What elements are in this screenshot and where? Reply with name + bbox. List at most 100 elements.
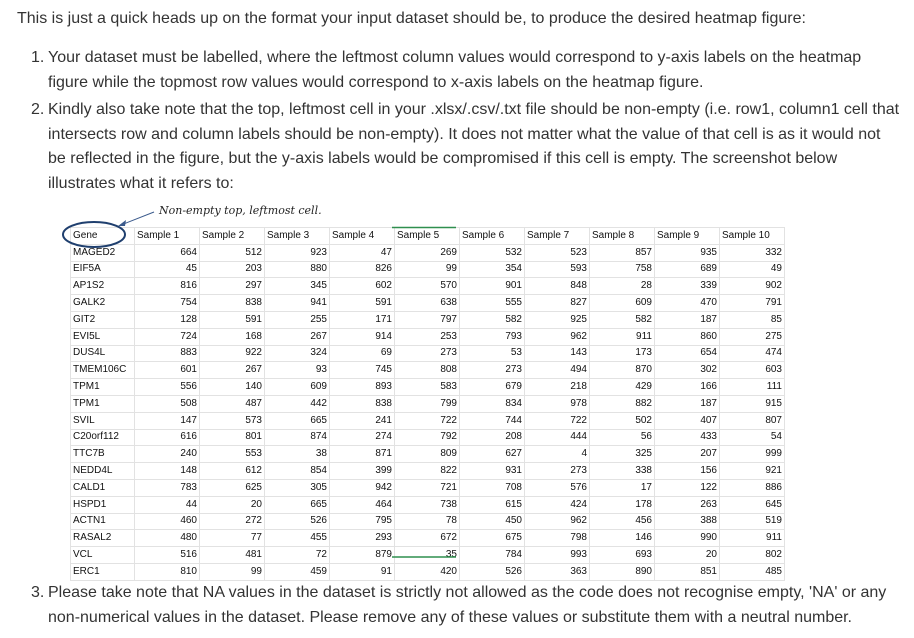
intro-text: This is just a quick heads up on the for…: [17, 10, 806, 27]
table-row: GALK2 754 838 941 591 638 555 827 609 470 791: [70, 294, 785, 312]
value-cell: 722: [394, 411, 460, 430]
value-cell: 78: [394, 512, 460, 531]
value-cell: 922: [199, 344, 265, 363]
value-cell: 615: [459, 495, 525, 514]
value-cell: 480: [134, 529, 200, 548]
value-cell: 854: [264, 462, 330, 480]
value-cell: 399: [329, 462, 395, 480]
value-cell: 532: [459, 243, 525, 262]
value-cell: 526: [459, 562, 525, 581]
value-cell: 665: [264, 411, 330, 430]
header-cell-sample: Sample 3: [264, 227, 330, 245]
step-number: 3.: [31, 584, 45, 601]
value-cell: 822: [394, 462, 460, 480]
gene-label-cell: ERC1: [70, 562, 135, 581]
value-cell: 332: [719, 243, 785, 262]
value-cell: 724: [134, 327, 200, 346]
value-cell: 407: [654, 411, 720, 430]
gene-label-cell: TTC7B: [70, 445, 135, 464]
value-cell: 570: [394, 277, 460, 296]
value-cell: 4: [524, 445, 590, 464]
value-cell: 178: [589, 495, 655, 514]
value-cell: 722: [524, 411, 590, 430]
value-cell: 420: [394, 562, 460, 581]
value-cell: 302: [654, 361, 720, 380]
value-cell: 792: [394, 428, 460, 447]
value-cell: 911: [589, 327, 655, 346]
step-text-line: be reflected in the figure, but the y-ax…: [48, 150, 838, 167]
table-row: HSPD1 44 20 665 464 738 615 424 178 263 645: [70, 495, 785, 514]
table-row: RASAL2 480 77 455 293 672 675 798 146 990 911: [70, 529, 785, 548]
value-cell: 798: [524, 529, 590, 548]
value-cell: 481: [199, 546, 265, 564]
gene-label-cell: DUS4L: [70, 344, 135, 363]
value-cell: 793: [459, 327, 525, 346]
gene-label-cell: TPM1: [70, 378, 135, 396]
value-cell: 442: [264, 394, 330, 413]
value-cell: 140: [199, 378, 265, 396]
value-cell: 99: [199, 562, 265, 581]
value-cell: 962: [524, 512, 590, 531]
value-cell: 122: [654, 478, 720, 497]
value-cell: 871: [329, 445, 395, 464]
value-cell: 143: [524, 344, 590, 363]
table-row: TPM1 508 487 442 838 799 834 978 882 187 915: [70, 394, 785, 413]
value-cell: 54: [719, 428, 785, 447]
value-cell: 429: [589, 378, 655, 396]
value-cell: 388: [654, 512, 720, 531]
table-row: AP1S2 816 297 345 602 570 901 848 28 339 902: [70, 277, 785, 296]
header-cell-sample: Sample 8: [589, 227, 655, 245]
value-cell: 526: [264, 512, 330, 531]
value-cell: 962: [524, 327, 590, 346]
value-cell: 553: [199, 445, 265, 464]
value-cell: 675: [459, 529, 525, 548]
value-cell: 203: [199, 260, 265, 279]
gene-label-cell: GIT2: [70, 310, 135, 329]
value-cell: 253: [394, 327, 460, 346]
value-cell: 810: [134, 562, 200, 581]
value-cell: 791: [719, 294, 785, 312]
value-cell: 923: [264, 243, 330, 262]
value-cell: 324: [264, 344, 330, 363]
table-row: TTC7B 240 553 38 871 809 627 4 325 207 999: [70, 445, 785, 464]
value-cell: 555: [459, 294, 525, 312]
value-cell: 49: [719, 260, 785, 279]
value-cell: 508: [134, 394, 200, 413]
header-cell-sample: Sample 5: [394, 227, 460, 245]
header-cell-sample: Sample 7: [524, 227, 590, 245]
value-cell: 783: [134, 478, 200, 497]
value-cell: 464: [329, 495, 395, 514]
value-cell: 612: [199, 462, 265, 480]
step-text-line: Kindly also take note that the top, left…: [48, 101, 900, 118]
gene-label-cell: NEDD4L: [70, 462, 135, 480]
value-cell: 890: [589, 562, 655, 581]
header-cell-sample: Sample 6: [459, 227, 525, 245]
value-cell: 576: [524, 478, 590, 497]
value-cell: 156: [654, 462, 720, 480]
value-cell: 638: [394, 294, 460, 312]
step-text-line: non-numerical values in the dataset. Ple…: [48, 608, 852, 626]
value-cell: 915: [719, 394, 785, 413]
annotation-arrow: [120, 211, 155, 226]
value-cell: 485: [719, 562, 785, 581]
value-cell: 738: [394, 495, 460, 514]
value-cell: 263: [654, 495, 720, 514]
value-cell: 293: [329, 529, 395, 548]
header-cell-sample: Sample 9: [654, 227, 720, 245]
value-cell: 512: [199, 243, 265, 262]
table-row: VCL 516 481 72 879 35 784 993 693 20 802: [70, 546, 785, 564]
value-cell: 921: [719, 462, 785, 480]
value-cell: 166: [654, 378, 720, 396]
step-text-line: illustrates what it refers to:: [48, 174, 234, 192]
value-cell: 45: [134, 260, 200, 279]
value-cell: 173: [589, 344, 655, 363]
value-cell: 91: [329, 562, 395, 581]
value-cell: 593: [524, 260, 590, 279]
value-cell: 519: [719, 512, 785, 531]
value-cell: 35: [394, 546, 460, 564]
step-text-line: Please take note that NA values in the d…: [48, 584, 887, 601]
value-cell: 911: [719, 529, 785, 548]
step-2: 2. Kindly also take note that the top, l…: [31, 98, 908, 196]
step-text-line: figure while the topmost row values woul…: [48, 73, 704, 91]
value-cell: 556: [134, 378, 200, 396]
